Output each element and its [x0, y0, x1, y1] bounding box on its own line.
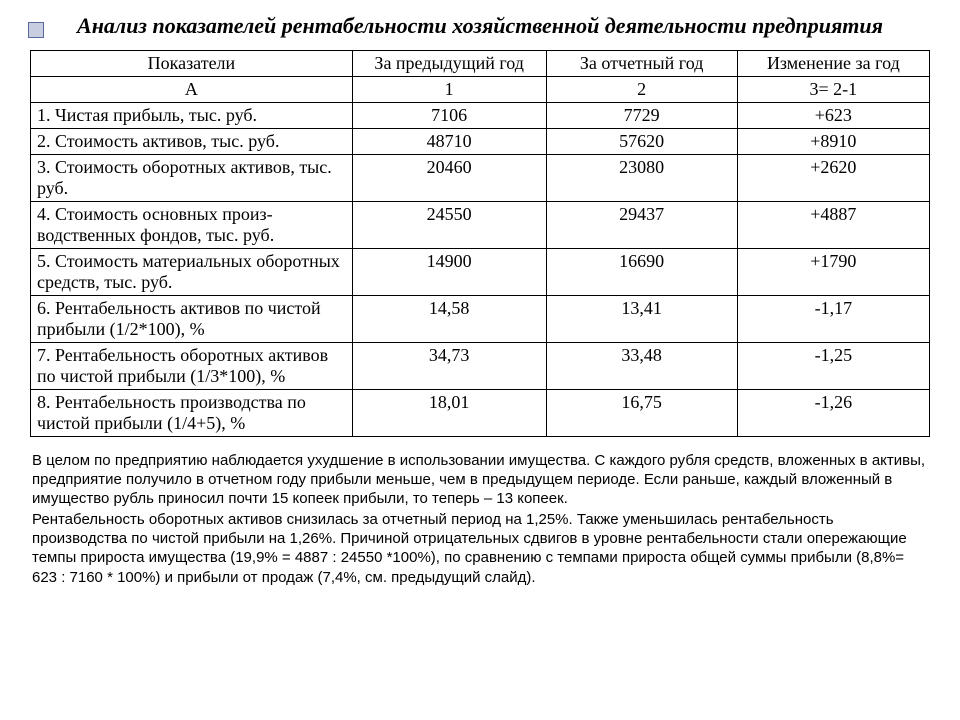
slide-page: Анализ показателей рентабельности хозяйс…	[0, 0, 960, 720]
cell-prev: 24550	[352, 201, 546, 248]
sub-prev: 1	[352, 76, 546, 102]
page-title: Анализ показателей рентабельности хозяйс…	[64, 12, 896, 40]
table-row: 1. Чистая прибыль, тыс. руб. 7106 7729 +…	[31, 102, 930, 128]
cell-indicator: 4. Стоимость основных произ- водственных…	[31, 201, 353, 248]
sub-indicator: А	[31, 76, 353, 102]
cell-curr: 29437	[546, 201, 737, 248]
cell-prev: 18,01	[352, 389, 546, 436]
profitability-table: Показатели За предыдущий год За отчетный…	[30, 50, 930, 437]
sub-change: 3= 2-1	[737, 76, 929, 102]
analysis-paragraph-2: Рентабельность оборотных активов снизила…	[32, 510, 928, 587]
cell-indicator: 3. Стоимость оборотных активов, тыс. руб…	[31, 154, 353, 201]
analysis-paragraph-1: В целом по предприятию наблюдается ухудш…	[32, 451, 928, 509]
cell-curr: 33,48	[546, 342, 737, 389]
cell-change: -1,17	[737, 295, 929, 342]
cell-curr: 13,41	[546, 295, 737, 342]
cell-indicator: 1. Чистая прибыль, тыс. руб.	[31, 102, 353, 128]
cell-change: +8910	[737, 128, 929, 154]
cell-prev: 34,73	[352, 342, 546, 389]
table-row: 7. Рентабельность оборотных активов по ч…	[31, 342, 930, 389]
cell-change: +2620	[737, 154, 929, 201]
cell-prev: 48710	[352, 128, 546, 154]
cell-prev: 7106	[352, 102, 546, 128]
cell-change: +4887	[737, 201, 929, 248]
cell-prev: 14,58	[352, 295, 546, 342]
table-row: 6. Рентабельность активов по чистой приб…	[31, 295, 930, 342]
cell-curr: 16690	[546, 248, 737, 295]
table-row: 4. Стоимость основных произ- водственных…	[31, 201, 930, 248]
table-row: 3. Стоимость оборотных активов, тыс. руб…	[31, 154, 930, 201]
cell-indicator: 6. Рентабельность активов по чистой приб…	[31, 295, 353, 342]
cell-indicator: 8. Рентабельность производства по чистой…	[31, 389, 353, 436]
th-curr-year: За отчетный год	[546, 50, 737, 76]
cell-change: +623	[737, 102, 929, 128]
table-row: 5. Стоимость материальных оборотных сред…	[31, 248, 930, 295]
cell-indicator: 2. Стоимость активов, тыс. руб.	[31, 128, 353, 154]
cell-indicator: 5. Стоимость материальных оборотных сред…	[31, 248, 353, 295]
cell-curr: 7729	[546, 102, 737, 128]
table-row: 2. Стоимость активов, тыс. руб. 48710 57…	[31, 128, 930, 154]
cell-change: -1,25	[737, 342, 929, 389]
th-indicator: Показатели	[31, 50, 353, 76]
table-row: 8. Рентабельность производства по чистой…	[31, 389, 930, 436]
bullet-icon	[28, 22, 44, 38]
cell-curr: 57620	[546, 128, 737, 154]
cell-change: +1790	[737, 248, 929, 295]
cell-prev: 20460	[352, 154, 546, 201]
th-prev-year: За предыдущий год	[352, 50, 546, 76]
cell-change: -1,26	[737, 389, 929, 436]
cell-curr: 23080	[546, 154, 737, 201]
analysis-text: В целом по предприятию наблюдается ухудш…	[32, 451, 928, 587]
th-change: Изменение за год	[737, 50, 929, 76]
cell-indicator: 7. Рентабельность оборотных активов по ч…	[31, 342, 353, 389]
sub-curr: 2	[546, 76, 737, 102]
cell-prev: 14900	[352, 248, 546, 295]
table-subheader-row: А 1 2 3= 2-1	[31, 76, 930, 102]
table-header-row: Показатели За предыдущий год За отчетный…	[31, 50, 930, 76]
cell-curr: 16,75	[546, 389, 737, 436]
